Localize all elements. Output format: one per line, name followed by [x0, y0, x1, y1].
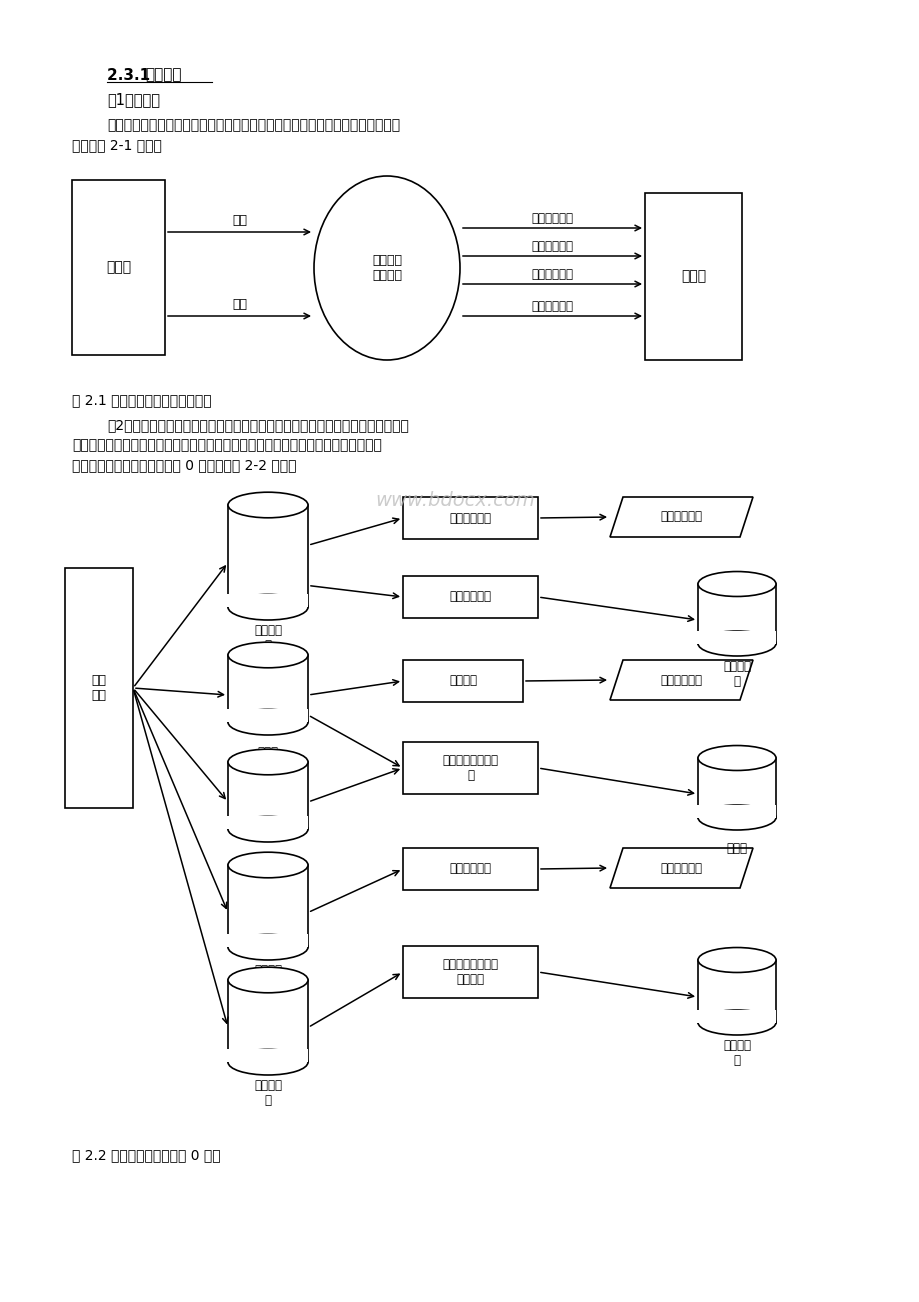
- Ellipse shape: [698, 746, 775, 771]
- Bar: [227, 1049, 308, 1062]
- Text: 课程表: 课程表: [257, 746, 278, 759]
- Text: 学生信息
管理系统: 学生信息 管理系统: [371, 254, 402, 283]
- Ellipse shape: [228, 749, 308, 775]
- Text: 密码: 密码: [232, 298, 246, 311]
- Text: 管理员: 管理员: [106, 260, 130, 275]
- Ellipse shape: [228, 642, 308, 668]
- Text: 用户信息
表: 用户信息 表: [722, 1039, 750, 1068]
- Bar: [403, 848, 538, 891]
- Ellipse shape: [228, 816, 308, 842]
- Text: （2）顶层数据流图从总体上反映了学生信息管理系统的信息联系。按自顶向下、: （2）顶层数据流图从总体上反映了学生信息管理系统的信息联系。按自顶向下、: [107, 418, 408, 432]
- Text: 选择您要添加的课
程: 选择您要添加的课 程: [442, 754, 498, 783]
- Ellipse shape: [228, 853, 308, 878]
- Text: 选课表: 选课表: [257, 854, 278, 867]
- Bar: [644, 193, 742, 359]
- Ellipse shape: [228, 935, 308, 960]
- Text: 选课表: 选课表: [726, 841, 746, 854]
- Ellipse shape: [698, 1010, 775, 1035]
- Bar: [227, 816, 308, 829]
- Text: 学生成绩信息: 学生成绩信息: [659, 862, 701, 875]
- Ellipse shape: [313, 176, 460, 359]
- Bar: [403, 947, 538, 999]
- Ellipse shape: [698, 572, 775, 596]
- Text: 输入学号: 输入学号: [448, 674, 476, 687]
- Text: 图 2.1 学生信息管理系统的顶层图: 图 2.1 学生信息管理系统的顶层图: [72, 393, 211, 408]
- Ellipse shape: [698, 631, 775, 656]
- Text: 学生选课信息: 学生选课信息: [659, 673, 701, 686]
- Ellipse shape: [228, 1049, 308, 1075]
- Text: 图，如图 2-1 所示。: 图，如图 2-1 所示。: [72, 138, 162, 152]
- Text: 学生信息
表: 学生信息 表: [722, 660, 750, 687]
- Ellipse shape: [228, 710, 308, 736]
- Text: 2.3.1: 2.3.1: [107, 68, 155, 82]
- Bar: [403, 497, 538, 539]
- Text: 学生基本信息: 学生基本信息: [659, 510, 701, 523]
- Text: 录入学生信息: 录入学生信息: [449, 591, 491, 604]
- Bar: [403, 575, 538, 618]
- Polygon shape: [609, 848, 752, 888]
- Text: 分析学生信息管理系统的数据来源和去向，确定外部项，绘制出数据流图的顶层: 分析学生信息管理系统的数据来源和去向，确定外部项，绘制出数据流图的顶层: [107, 118, 400, 132]
- Text: 管理员: 管理员: [680, 270, 705, 284]
- Text: 选择编辑或修改的
用户信息: 选择编辑或修改的 用户信息: [442, 958, 498, 986]
- Bar: [697, 805, 776, 818]
- Text: www.bdocx.com: www.bdocx.com: [375, 491, 534, 509]
- Text: 逐层分解的方法对顶层图进一步细化，划分出几个主要的功能模块，并明确各功能之: 逐层分解的方法对顶层图进一步细化，划分出几个主要的功能模块，并明确各功能之: [72, 437, 381, 452]
- Text: 输入学生学号: 输入学生学号: [449, 512, 491, 525]
- Ellipse shape: [698, 805, 775, 829]
- Bar: [65, 568, 133, 809]
- Bar: [697, 1009, 776, 1022]
- Bar: [697, 630, 776, 643]
- Text: 学生成绩
表: 学生成绩 表: [254, 963, 282, 992]
- Text: 数据流图: 数据流图: [145, 68, 181, 82]
- Text: 图 2.2 学生信息管理系统的 0 层图: 图 2.2 学生信息管理系统的 0 层图: [72, 1148, 221, 1161]
- Bar: [403, 660, 522, 702]
- Text: 学生基本信息: 学生基本信息: [531, 211, 573, 224]
- Text: 用户管理信息: 用户管理信息: [531, 299, 573, 312]
- Bar: [403, 742, 538, 794]
- Text: 输入学生学号: 输入学生学号: [449, 862, 491, 875]
- Polygon shape: [609, 497, 752, 536]
- Ellipse shape: [228, 492, 308, 518]
- Text: （1）项层图: （1）项层图: [107, 92, 160, 108]
- Polygon shape: [609, 660, 752, 700]
- Text: 账号: 账号: [232, 215, 246, 228]
- Text: 用户信息
表: 用户信息 表: [254, 1079, 282, 1107]
- Bar: [227, 934, 308, 947]
- Ellipse shape: [228, 967, 308, 993]
- Bar: [227, 594, 308, 607]
- Ellipse shape: [228, 595, 308, 620]
- Text: 间的联系，绘制出数据流图的 0 层图，如图 2-2 所示。: 间的联系，绘制出数据流图的 0 层图，如图 2-2 所示。: [72, 458, 296, 473]
- Text: 学生成绩信息: 学生成绩信息: [531, 267, 573, 280]
- Ellipse shape: [698, 948, 775, 973]
- Bar: [227, 708, 308, 723]
- Text: 数据
查询: 数据 查询: [91, 674, 107, 702]
- Text: 学生信息
表: 学生信息 表: [254, 624, 282, 652]
- Bar: [72, 180, 165, 355]
- Text: 学生选课信息: 学生选课信息: [531, 240, 573, 253]
